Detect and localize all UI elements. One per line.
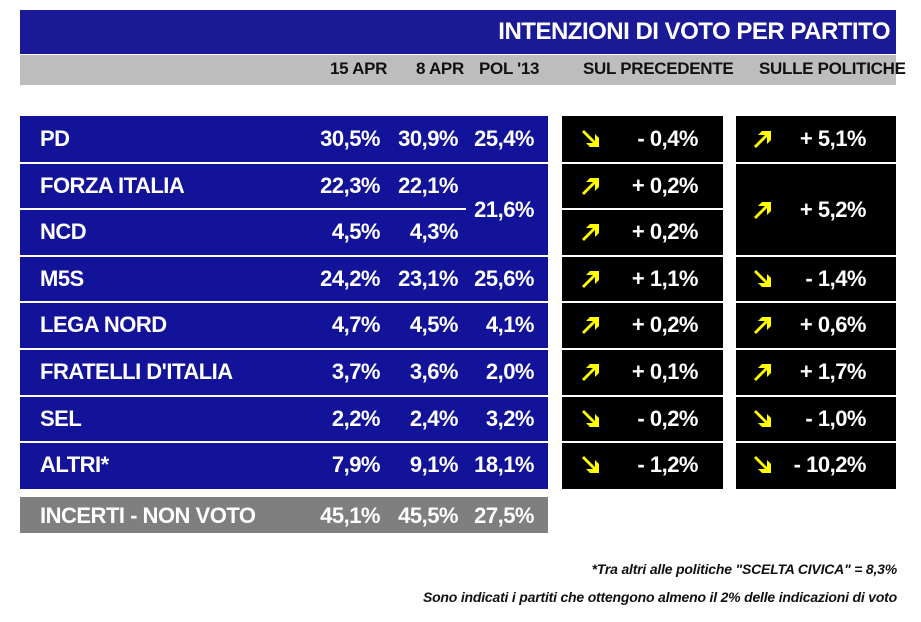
delta-politiche: + 5,1% [799, 126, 867, 151]
delta-separator [736, 348, 896, 350]
header-pol-13: POL '13 [479, 59, 540, 78]
value-8-apr: 9,1% [409, 452, 459, 478]
incerti-row: INCERTI - NON VOTO 45,1% 45,5% 27,5% [20, 497, 548, 533]
delta-precedente: + 0,2% [631, 219, 699, 245]
value-pol-13: 2,0% [485, 359, 535, 384]
arrow-up-icon [754, 364, 771, 381]
delta-precedente: - 0,2% [637, 405, 698, 431]
value-15-apr: 3,7% [331, 359, 381, 384]
footnote-soglia: Sono indicati i partiti che ottengono al… [422, 589, 897, 605]
value-8-apr: 30,9% [398, 126, 458, 151]
party-name: PD [40, 126, 70, 151]
value-15-apr: 30,5% [320, 126, 380, 151]
row-separator [20, 208, 466, 211]
chart-title: INTENZIONI DI VOTO PER PARTITO [498, 18, 890, 45]
value-15-apr: 4,7% [331, 312, 381, 338]
value-8-apr: 4,3% [409, 219, 459, 245]
delta-politiche: - 1,4% [805, 265, 866, 291]
delta-precedente: + 0,1% [631, 359, 699, 384]
incerti-label: INCERTI - NON VOTO [40, 503, 256, 528]
row-separator [20, 394, 548, 397]
value-pol-13: 25,4% [474, 126, 534, 151]
party-name: LEGA NORD [40, 312, 167, 338]
arrow-down-icon [754, 409, 771, 427]
header-sul-precedente: SUL PRECEDENTE [583, 59, 734, 78]
row-separator [20, 301, 548, 304]
value-pol-13: 3,2% [485, 405, 535, 431]
delta-separator [562, 394, 723, 397]
value-8-apr: 22,1% [398, 172, 458, 198]
delta-politiche: - 1,0% [805, 405, 866, 431]
value-8-apr: 4,5% [409, 312, 459, 338]
delta-precedente: - 1,2% [637, 452, 698, 478]
arrow-down-icon [754, 456, 771, 474]
arrow-up-icon [582, 224, 599, 242]
party-name: NCD [40, 219, 87, 245]
party-name: M5S [40, 265, 84, 291]
delta-separator [562, 208, 723, 211]
arrow-up-icon [582, 317, 599, 335]
delta-separator [736, 441, 896, 444]
delta-precedente: - 0,4% [637, 126, 698, 151]
incerti-15-apr: 45,1% [320, 503, 380, 528]
delta-separator [562, 441, 723, 444]
header-8-apr: 8 APR [416, 59, 464, 78]
incerti-8-apr: 45,5% [398, 503, 458, 528]
party-name: SEL [40, 405, 82, 431]
delta-separator [562, 301, 723, 304]
row-separator [20, 348, 548, 350]
arrow-down-icon [582, 456, 599, 474]
arrow-up-icon [582, 270, 599, 288]
row-separator [20, 161, 548, 164]
row-separator [20, 441, 548, 444]
arrow-down-icon [582, 409, 599, 427]
arrow-up-icon [754, 317, 771, 335]
value-15-apr: 22,3% [320, 172, 380, 198]
value-pol-13: 4,1% [485, 312, 535, 338]
party-name: FORZA ITALIA [40, 172, 185, 198]
value-15-apr: 2,2% [331, 405, 381, 431]
arrow-down-icon [754, 269, 771, 287]
row-separator [20, 254, 548, 257]
title-bar: INTENZIONI DI VOTO PER PARTITO [20, 10, 896, 54]
delta-politiche: + 1,7% [799, 359, 867, 384]
value-pol-13: 18,1% [474, 452, 534, 478]
delta-separator [736, 254, 896, 257]
arrow-up-icon [754, 131, 771, 148]
value-8-apr: 3,6% [409, 359, 459, 384]
delta-separator [736, 394, 896, 397]
value-pol-13-fi-ncd: 21,6% [474, 196, 534, 222]
header-sulle-politiche: SULLE POLITICHE [759, 59, 906, 78]
arrow-down-icon [582, 130, 599, 147]
column-header-bar: 15 APR 8 APR POL '13 SUL PRECEDENTE SULL… [20, 55, 906, 85]
arrow-up-icon [582, 177, 599, 195]
delta-precedente: + 0,2% [631, 312, 699, 338]
delta-separator [562, 348, 723, 350]
arrow-up-icon [754, 201, 771, 219]
delta-separator [562, 161, 723, 164]
value-15-apr: 7,9% [331, 452, 381, 478]
delta-precedente: + 0,2% [631, 172, 699, 198]
delta-politiche: - 10,2% [793, 452, 867, 478]
delta-precedente: + 1,1% [631, 265, 699, 291]
value-pol-13: 25,6% [474, 265, 534, 291]
value-8-apr: 23,1% [398, 265, 458, 291]
incerti-pol-13: 27,5% [474, 503, 534, 528]
arrow-up-icon [582, 364, 599, 381]
party-name: FRATELLI D'ITALIA [40, 359, 233, 384]
footnote-altri: *Tra altri alle politiche "SCELTA CIVICA… [591, 561, 898, 577]
delta-separator [736, 161, 896, 164]
header-15-apr: 15 APR [330, 59, 388, 78]
delta-separator [736, 301, 896, 304]
delta-politiche-fi-ncd: + 5,2% [799, 196, 867, 222]
value-8-apr: 2,4% [409, 405, 459, 431]
party-name: ALTRI* [40, 452, 109, 478]
delta-politiche: + 0,6% [799, 312, 867, 338]
delta-separator [562, 254, 723, 257]
value-15-apr: 24,2% [320, 265, 380, 291]
value-15-apr: 4,5% [331, 219, 381, 245]
